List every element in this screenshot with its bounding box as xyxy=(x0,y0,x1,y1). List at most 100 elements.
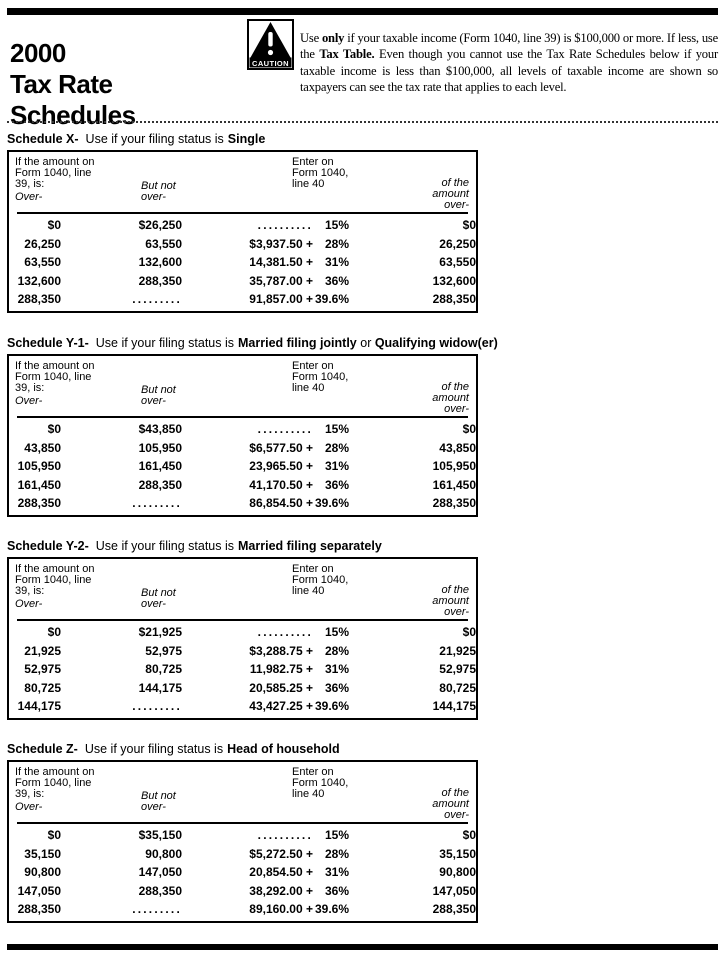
but-not-over-value: 105,950 xyxy=(138,440,182,455)
tax-rate-value: 15% xyxy=(324,422,349,436)
filing-status: Head of household xyxy=(227,742,340,756)
but-not-over-value: ......... xyxy=(132,902,182,916)
over-value: $0 xyxy=(47,828,61,842)
but-not-over-value: 80,725 xyxy=(145,662,182,676)
over-value: 288,350 xyxy=(17,902,61,916)
over-value: 105,950 xyxy=(17,459,61,473)
tax-rate-value: 36% xyxy=(324,273,349,288)
but-not-over-value: 288,350 xyxy=(138,477,182,492)
of-amount-over-value: 52,975 xyxy=(439,662,476,676)
over-value: $0 xyxy=(47,218,61,232)
of-amount-over-value: 161,450 xyxy=(432,477,476,492)
rate-table: If the amount on Form 1040, line 39, is: O… xyxy=(7,557,478,720)
schedule-label: Schedule Y-2- xyxy=(7,539,89,553)
tax-rate-value: 31% xyxy=(324,459,349,473)
table-row: 144,175......... 43,427.25 +39.6% 144,175 xyxy=(9,697,476,716)
tax-base-value: 91,857.00 + xyxy=(249,292,313,306)
of-amount-over-value: 90,800 xyxy=(439,865,476,879)
col-over-header: Over- xyxy=(15,598,43,610)
over-value: $0 xyxy=(47,625,61,639)
top-rule xyxy=(7,8,718,15)
but-not-over-value: 144,175 xyxy=(138,680,182,695)
table-row: 26,250 63,550 $3,937.50 + 28% 26,250 xyxy=(9,235,476,254)
caution-icon: CAUTION xyxy=(247,19,294,70)
col-over-header: Over- xyxy=(15,395,43,407)
table-row: 21,925 52,975 $3,288.75 + 28% 21,925 xyxy=(9,642,476,661)
tax-rate-value: 36% xyxy=(324,883,349,898)
bottom-rule xyxy=(7,944,718,950)
but-not-over-value: $43,850 xyxy=(138,422,182,436)
tax-rate-value: 28% xyxy=(324,643,349,658)
schedule-label: Schedule Y-1- xyxy=(7,336,89,350)
table-header: If the amount on Form 1040, line 39, is: O… xyxy=(9,559,476,619)
of-amount-over-value: 21,925 xyxy=(439,643,476,658)
tax-base-value: $3,937.50 + xyxy=(249,236,313,251)
of-amount-over-value: 144,175 xyxy=(432,699,476,713)
header-divider xyxy=(17,212,468,214)
tax-base-value: 86,854.50 + xyxy=(249,496,313,510)
tax-base-value: 20,585.25 + xyxy=(249,680,313,695)
over-value: 63,550 xyxy=(24,255,61,269)
of-amount-over-value: 43,850 xyxy=(439,440,476,455)
rate-table: If the amount on Form 1040, line 39, is: O… xyxy=(7,150,478,313)
header-divider xyxy=(17,822,468,824)
of-amount-over-value: 288,350 xyxy=(432,292,476,306)
schedule-x-title: Schedule X- Use if your filing status is S… xyxy=(7,132,478,150)
over-value: 132,600 xyxy=(17,273,61,288)
but-not-over-value: 161,450 xyxy=(138,459,182,473)
tax-rate-value: 28% xyxy=(324,846,349,861)
schedule-x-section: Schedule X- Use if your filing status is S… xyxy=(7,132,478,313)
header-divider xyxy=(17,416,468,418)
table-row: 288,350......... 89,160.00 +39.6% 288,350 xyxy=(9,900,476,919)
over-value: 147,050 xyxy=(17,883,61,898)
of-amount-over-value: 288,350 xyxy=(432,496,476,510)
col-of-amount-header: of the amount over- xyxy=(432,381,469,415)
but-not-over-value: ......... xyxy=(132,292,182,306)
col-but-not-over-header: But not over- xyxy=(141,384,176,407)
over-value: 80,725 xyxy=(24,680,61,695)
of-amount-over-value: $0 xyxy=(462,218,476,232)
tax-base-value: 38,292.00 + xyxy=(249,883,313,898)
schedule-label: Schedule Z- xyxy=(7,742,78,756)
filing-status: Single xyxy=(227,132,266,146)
over-value: 288,350 xyxy=(17,292,61,306)
but-not-over-value: 288,350 xyxy=(138,883,182,898)
tax-rate-value: 15% xyxy=(324,218,349,232)
tax-base-value: $5,272.50 + xyxy=(249,846,313,861)
of-amount-over-value: $0 xyxy=(462,625,476,639)
tax-rate-value: 36% xyxy=(324,477,349,492)
rate-table-body: $0 $21,925.......... 15% $0 21,925 52,975 $3,2… xyxy=(9,623,476,716)
tax-base-value: 89,160.00 + xyxy=(249,902,313,916)
tax-base-value: 14,381.50 + xyxy=(249,255,313,269)
over-value: 35,150 xyxy=(24,846,61,861)
schedule-use-text: Use if your filing status is xyxy=(95,336,234,350)
schedule-y1-section: Schedule Y-1- Use if your filing status i… xyxy=(7,336,498,517)
table-row: 161,450 288,350 41,170.50 + 36% 161,450 xyxy=(9,476,476,495)
table-row: $0 $43,850.......... 15% $0 xyxy=(9,420,476,439)
tax-rate-value: 39.6% xyxy=(314,496,349,510)
tax-base-value: .......... xyxy=(257,422,313,436)
but-not-over-value: 288,350 xyxy=(138,273,182,288)
over-value: 43,850 xyxy=(24,440,61,455)
but-not-over-value: ......... xyxy=(132,699,182,713)
col-but-not-over-header: But not over- xyxy=(141,790,176,813)
table-row: 63,550 132,600 14,381.50 + 31% 63,550 xyxy=(9,253,476,272)
but-not-over-value: $35,150 xyxy=(138,828,182,842)
caution-icon-label: CAUTION xyxy=(252,59,289,68)
table-row: 132,600 288,350 35,787.00 + 36% 132,600 xyxy=(9,272,476,291)
tax-base-value: 35,787.00 + xyxy=(249,273,313,288)
over-value: 161,450 xyxy=(17,477,61,492)
tax-rate-value: 36% xyxy=(324,680,349,695)
masthead-divider xyxy=(7,121,718,123)
schedule-z-section: Schedule Z- Use if your filing status is H… xyxy=(7,742,478,923)
rate-table: If the amount on Form 1040, line 39, is: O… xyxy=(7,354,478,517)
col-amount-header: If the amount on Form 1040, line 39, is: xyxy=(15,360,95,394)
over-value: 26,250 xyxy=(24,236,61,251)
over-value: $0 xyxy=(47,422,61,436)
but-not-over-value: 132,600 xyxy=(138,255,182,269)
tax-base-value: $6,577.50 + xyxy=(249,440,313,455)
table-row: 90,800 147,050 20,854.50 + 31% 90,800 xyxy=(9,863,476,882)
but-not-over-value: 63,550 xyxy=(145,236,182,251)
rate-table-body: $0 $35,150.......... 15% $0 35,150 90,800 $5,2… xyxy=(9,826,476,919)
tax-rate-value: 31% xyxy=(324,865,349,879)
